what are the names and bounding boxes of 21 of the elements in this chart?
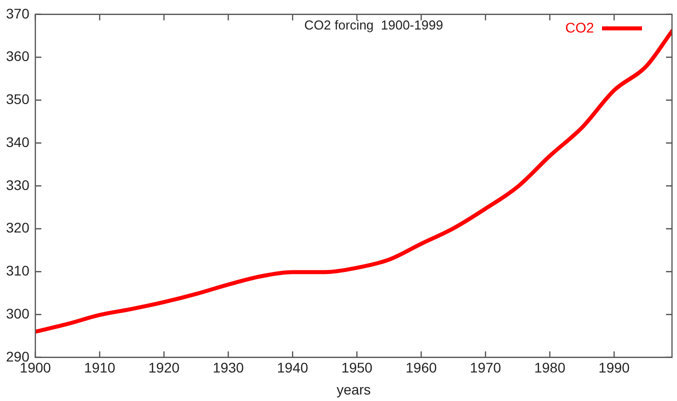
y-tick-label: 290	[6, 348, 30, 364]
x-tick-label: 1990	[598, 360, 630, 376]
chart-title: CO2 forcing 1900-1999	[304, 17, 444, 32]
x-tick-label: 1950	[341, 360, 373, 376]
x-tick-label: 1940	[277, 360, 308, 376]
x-axis-title: years	[336, 381, 371, 398]
x-tick-label: 1960	[406, 360, 437, 376]
x-tick-label: 1920	[148, 360, 180, 376]
x-tick-label: 1970	[470, 360, 502, 376]
legend-label: CO2	[565, 19, 594, 36]
y-tick-label: 350	[6, 91, 30, 108]
y-tick-label: 310	[6, 262, 30, 279]
x-tick-label: 1910	[84, 360, 116, 376]
y-tick-label: 320	[6, 220, 30, 236]
y-tick-label: 300	[6, 305, 30, 322]
y-tick-label: 340	[6, 134, 30, 150]
x-tick-label: 1930	[212, 360, 244, 376]
y-tick-label: 330	[6, 176, 30, 193]
y-tick-label: 370	[6, 5, 30, 22]
y-tick-label: 360	[6, 48, 30, 64]
x-tick-label: 1980	[534, 360, 566, 376]
